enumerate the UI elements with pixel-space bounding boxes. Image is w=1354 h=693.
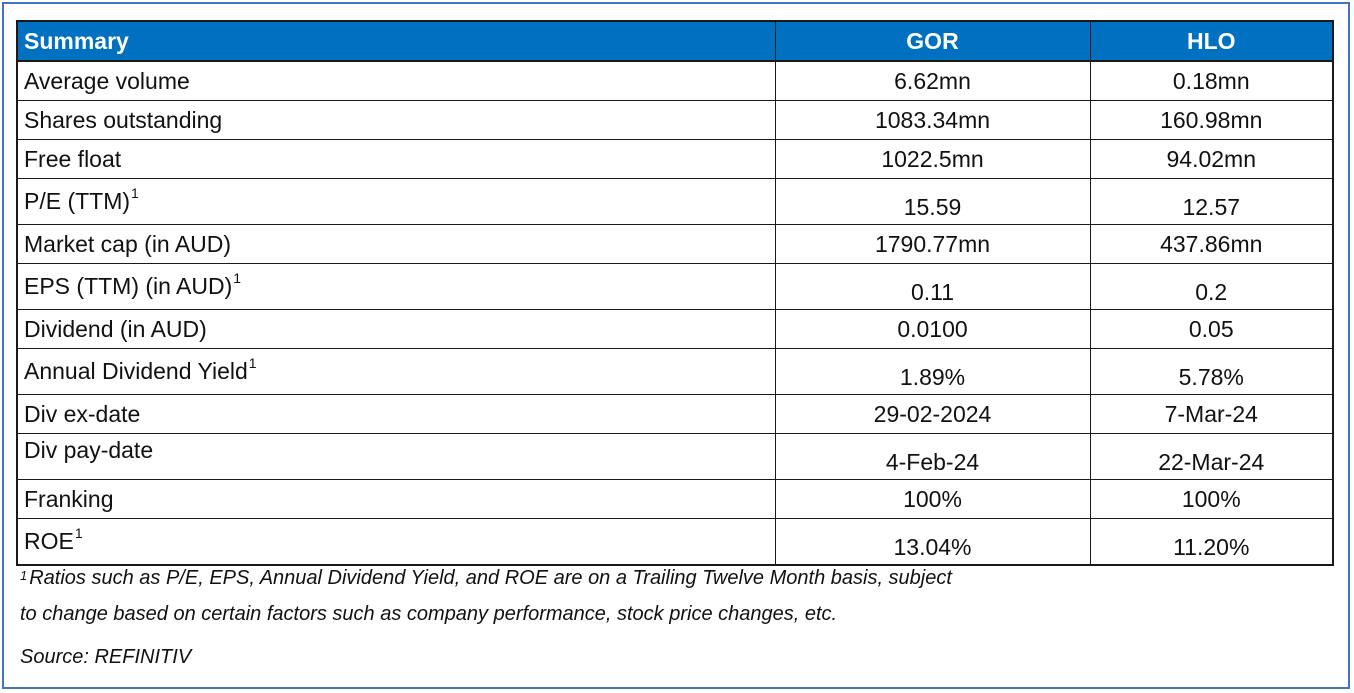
hlo-value: 437.86mn — [1089, 224, 1334, 264]
gor-value: 1.89% — [774, 348, 1091, 395]
table-row: Franking 100% 100% — [16, 479, 1334, 519]
gor-value: 29-02-2024 — [774, 394, 1091, 434]
row-label-text: Market cap (in AUD) — [24, 230, 232, 257]
row-label: EPS (TTM) (in AUD)1 — [16, 263, 776, 310]
hlo-value: 12.57 — [1089, 178, 1334, 225]
gor-value: 0.11 — [774, 263, 1091, 310]
header-hlo: HLO — [1089, 20, 1334, 62]
footnote-marker: 1 — [248, 355, 257, 371]
summary-table: Summary GOR HLO Average volume 6.62mn 0.… — [16, 20, 1334, 566]
row-label: Free float — [16, 139, 776, 179]
header-gor: GOR — [774, 20, 1091, 62]
table-row: EPS (TTM) (in AUD)1 0.11 0.2 — [16, 263, 1334, 310]
gor-value: 4-Feb-24 — [774, 433, 1091, 480]
row-label: Market cap (in AUD) — [16, 224, 776, 264]
hlo-value: 94.02mn — [1089, 139, 1334, 179]
table-row: Shares outstanding 1083.34mn 160.98mn — [16, 100, 1334, 140]
table-row: Market cap (in AUD) 1790.77mn 437.86mn — [16, 224, 1334, 264]
gor-value: 0.0100 — [774, 309, 1091, 349]
footnote-marker: 1 — [233, 270, 242, 286]
table-row: Div pay-date 4-Feb-24 22-Mar-24 — [16, 433, 1334, 480]
header-summary: Summary — [16, 20, 776, 62]
table-row: ROE1 13.04% 11.20% — [16, 518, 1334, 566]
gor-value: 1022.5mn — [774, 139, 1091, 179]
gor-value: 6.62mn — [774, 60, 1091, 101]
gor-value: 1083.34mn — [774, 100, 1091, 140]
row-label-text: P/E (TTM) — [24, 188, 131, 214]
row-label: Div ex-date — [16, 394, 776, 434]
row-label-text: Div pay-date — [24, 437, 154, 463]
footnote-line-2: to change based on certain factors such … — [20, 603, 838, 625]
table-row: Free float 1022.5mn 94.02mn — [16, 139, 1334, 179]
hlo-value: 160.98mn — [1089, 100, 1334, 140]
hlo-value: 0.05 — [1089, 309, 1334, 349]
row-label: Average volume — [16, 60, 776, 101]
hlo-value: 0.18mn — [1089, 60, 1334, 101]
table-header-row: Summary GOR HLO — [16, 20, 1334, 62]
hlo-value: 5.78% — [1089, 348, 1334, 395]
footnote-marker: 1 — [74, 525, 83, 541]
footnote-text-1: Ratios such as P/E, EPS, Annual Dividend… — [29, 567, 952, 589]
row-label-text: Annual Dividend Yield — [24, 358, 248, 384]
row-label-text: Div ex-date — [24, 400, 141, 427]
table-row: P/E (TTM)1 15.59 12.57 — [16, 178, 1334, 225]
hlo-value: 100% — [1089, 479, 1334, 519]
footnote-marker: 1 — [20, 568, 28, 583]
row-label: Annual Dividend Yield1 — [16, 348, 776, 395]
hlo-value: 22-Mar-24 — [1089, 433, 1334, 480]
row-label-text: EPS (TTM) (in AUD) — [24, 273, 233, 299]
gor-value: 15.59 — [774, 178, 1091, 225]
footnote: 1 Ratios such as P/E, EPS, Annual Dividen… — [20, 560, 1220, 632]
table-row: Annual Dividend Yield1 1.89% 5.78% — [16, 348, 1334, 395]
row-label-text: Shares outstanding — [24, 106, 223, 133]
row-label: Dividend (in AUD) — [16, 309, 776, 349]
row-label: Div pay-date — [16, 433, 776, 480]
gor-value: 100% — [774, 479, 1091, 519]
footnote-marker: 1 — [131, 185, 139, 201]
footnote-line-1: 1 Ratios such as P/E, EPS, Annual Dividen… — [20, 560, 1220, 596]
table-row: Div ex-date 29-02-2024 7-Mar-24 — [16, 394, 1334, 434]
hlo-value: 0.2 — [1089, 263, 1334, 310]
row-label: P/E (TTM)1 — [16, 178, 776, 225]
table-row: Dividend (in AUD) 0.0100 0.05 — [16, 309, 1334, 349]
row-label-text: Average volume — [24, 67, 190, 94]
hlo-value: 11.20% — [1089, 518, 1334, 566]
row-label: Franking — [16, 479, 776, 519]
row-label: Shares outstanding — [16, 100, 776, 140]
hlo-value: 7-Mar-24 — [1089, 394, 1334, 434]
row-label-text: Franking — [24, 485, 114, 512]
row-label-text: Dividend (in AUD) — [24, 315, 207, 342]
row-label-text: ROE — [24, 528, 74, 554]
row-label-text: Free float — [24, 145, 122, 172]
row-label: ROE1 — [16, 518, 776, 566]
source-note: Source: REFINITIV — [20, 646, 192, 668]
gor-value: 13.04% — [774, 518, 1091, 566]
table-row: Average volume 6.62mn 0.18mn — [16, 60, 1334, 101]
gor-value: 1790.77mn — [774, 224, 1091, 264]
